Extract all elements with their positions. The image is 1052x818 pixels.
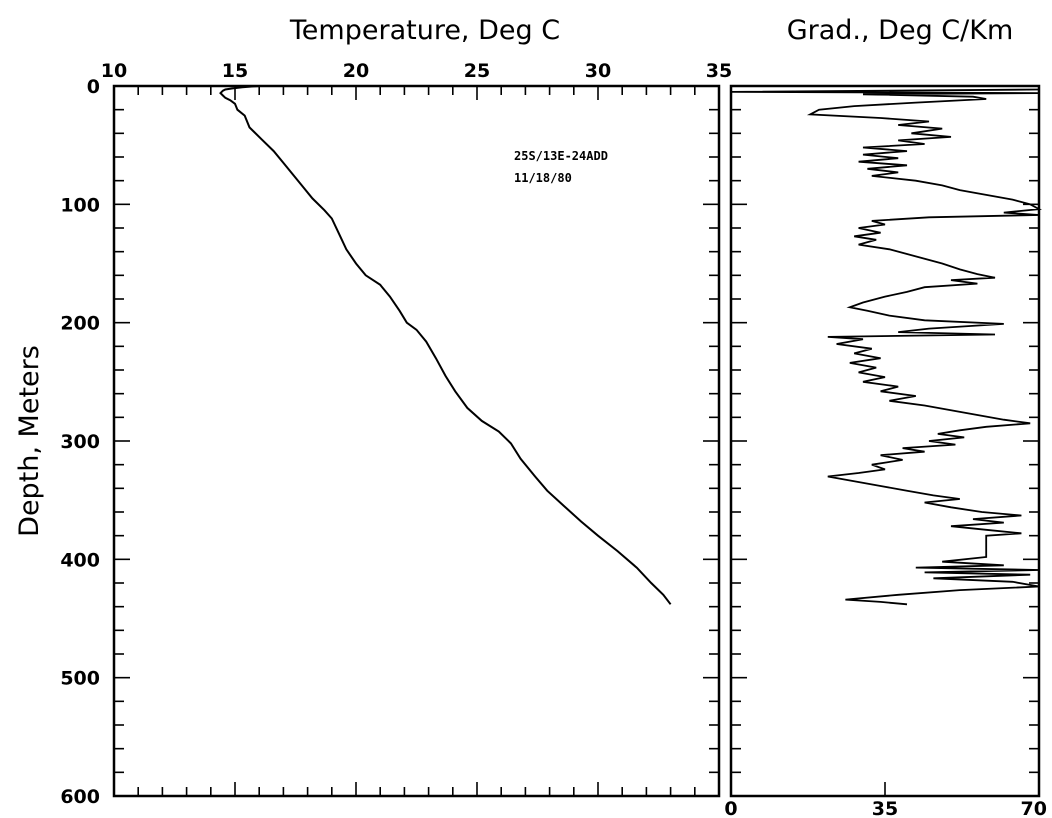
well-id-annotation: 25S/13E-24ADD [514, 149, 608, 163]
gradient-profile-line [730, 88, 1042, 606]
temp-x-tick-label: 20 [343, 60, 369, 82]
gradient-plot-frame [729, 84, 1041, 798]
gradient-axis-title: Grad., Deg C/Km [787, 15, 1014, 46]
depth-tick-label: 0 [87, 76, 100, 98]
depth-axis-label: Depth, Meters [14, 345, 45, 537]
date-annotation: 11/18/80 [514, 171, 572, 185]
depth-tick-label: 600 [60, 786, 100, 808]
depth-y-tick-labels: 0 100 200 300 400 500 600 [60, 76, 100, 808]
gradient-panel: Grad., Deg C/Km 0 35 70 [724, 15, 1047, 818]
temp-x-tick-label: 10 [101, 60, 127, 82]
gradient-x-tick-labels: 0 35 70 [724, 798, 1047, 818]
temperature-axis-title: Temperature, Deg C [289, 15, 560, 46]
grad-x-tick-label: 70 [1021, 798, 1047, 818]
temperature-plot-frame [112, 84, 721, 798]
temperature-profile-line [219, 85, 672, 605]
temp-x-tick-label: 30 [585, 60, 611, 82]
temp-x-tick-label: 25 [464, 60, 490, 82]
temp-x-tick-label: 15 [222, 60, 248, 82]
temp-x-tick-label: 35 [706, 60, 732, 82]
depth-tick-label: 500 [60, 668, 100, 690]
depth-tick-label: 200 [60, 313, 100, 335]
grad-x-tick-label: 35 [872, 798, 898, 818]
depth-tick-label: 400 [60, 549, 100, 571]
temperature-ticks [113, 85, 720, 797]
gradient-ticks [730, 85, 1040, 797]
temperature-x-tick-labels: 10 15 20 25 30 35 [101, 60, 732, 82]
temperature-panel: Temperature, Deg C Depth, Meters 10 15 20 2… [14, 15, 732, 808]
depth-tick-label: 300 [60, 431, 100, 453]
grad-x-tick-label: 0 [724, 798, 737, 818]
depth-tick-label: 100 [60, 194, 100, 216]
